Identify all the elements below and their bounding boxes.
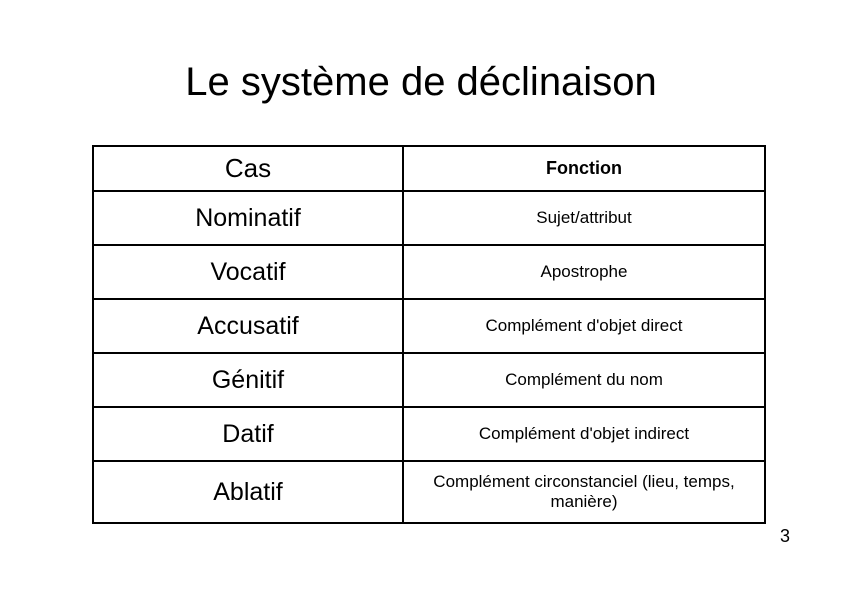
table-row: Datif Complément d'objet indirect: [93, 407, 765, 461]
table-row: Nominatif Sujet/attribut: [93, 191, 765, 245]
cell-cas: Vocatif: [93, 245, 403, 299]
cell-cas: Datif: [93, 407, 403, 461]
table-row: Ablatif Complément circonstanciel (lieu,…: [93, 461, 765, 523]
table-header-row: Cas Fonction: [93, 146, 765, 191]
slide-title: Le système de déclinaison: [0, 60, 842, 105]
declension-table: Cas Fonction Nominatif Sujet/attribut Vo…: [92, 145, 764, 524]
cell-fonction: Complément d'objet direct: [403, 299, 765, 353]
cell-cas: Ablatif: [93, 461, 403, 523]
table-row: Accusatif Complément d'objet direct: [93, 299, 765, 353]
cell-fonction: Complément d'objet indirect: [403, 407, 765, 461]
cell-fonction: Sujet/attribut: [403, 191, 765, 245]
cell-cas: Nominatif: [93, 191, 403, 245]
col-header-fonction: Fonction: [403, 146, 765, 191]
table: Cas Fonction Nominatif Sujet/attribut Vo…: [92, 145, 766, 524]
table-row: Génitif Complément du nom: [93, 353, 765, 407]
table-row: Vocatif Apostrophe: [93, 245, 765, 299]
slide: Le système de déclinaison Cas Fonction N…: [0, 0, 842, 595]
cell-fonction: Complément circonstanciel (lieu, temps, …: [403, 461, 765, 523]
cell-cas: Accusatif: [93, 299, 403, 353]
cell-fonction: Complément du nom: [403, 353, 765, 407]
cell-cas: Génitif: [93, 353, 403, 407]
page-number: 3: [780, 526, 790, 547]
col-header-cas: Cas: [93, 146, 403, 191]
cell-fonction: Apostrophe: [403, 245, 765, 299]
